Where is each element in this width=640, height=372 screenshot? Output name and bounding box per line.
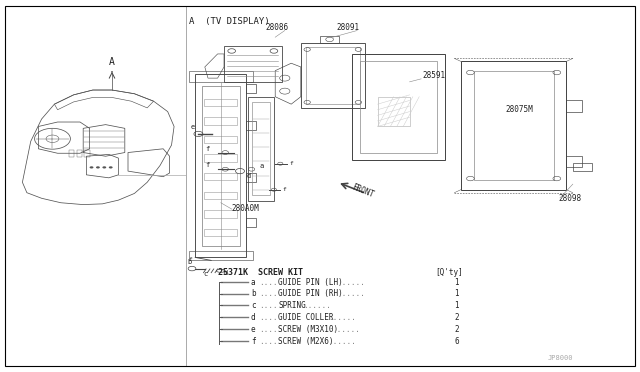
Bar xyxy=(204,99,237,106)
Bar xyxy=(84,150,90,157)
Bar xyxy=(378,97,410,126)
Bar xyxy=(301,43,365,108)
Text: [Q'ty]: [Q'ty] xyxy=(435,268,463,277)
Text: 280A0M: 280A0M xyxy=(232,204,259,213)
Bar xyxy=(189,251,253,260)
Bar xyxy=(566,156,582,167)
Text: d: d xyxy=(246,173,251,179)
Text: 2: 2 xyxy=(454,325,459,334)
Bar xyxy=(204,192,237,199)
Text: 2: 2 xyxy=(454,313,459,322)
Text: JP8000: JP8000 xyxy=(547,355,573,361)
Text: 28086: 28086 xyxy=(266,23,289,32)
Bar xyxy=(252,102,270,195)
Text: a: a xyxy=(259,163,264,169)
Text: ......: ...... xyxy=(337,289,364,298)
Bar xyxy=(360,61,437,153)
Text: c: c xyxy=(204,271,208,277)
Text: 28098: 28098 xyxy=(559,194,582,203)
Bar xyxy=(246,173,256,182)
Bar xyxy=(352,54,445,160)
Text: 25371K  SCREW KIT: 25371K SCREW KIT xyxy=(218,268,303,277)
Bar xyxy=(306,46,360,104)
Text: 1: 1 xyxy=(454,278,459,286)
Text: ....: .... xyxy=(259,289,278,298)
Bar xyxy=(204,173,237,180)
Bar xyxy=(202,86,240,246)
Circle shape xyxy=(96,166,100,169)
Text: GUIDE PIN (RH): GUIDE PIN (RH) xyxy=(278,289,343,298)
Text: ......: ...... xyxy=(328,313,356,322)
Text: b: b xyxy=(251,289,255,298)
Bar xyxy=(461,61,566,190)
Bar xyxy=(566,100,582,112)
Text: SCREW (M3X10): SCREW (M3X10) xyxy=(278,325,339,334)
Bar xyxy=(204,210,237,218)
Text: f: f xyxy=(189,257,193,262)
Text: FRONT: FRONT xyxy=(351,183,376,200)
Text: 28591: 28591 xyxy=(422,71,445,80)
Bar xyxy=(320,36,339,43)
Circle shape xyxy=(102,166,106,169)
Text: ....: .... xyxy=(259,301,278,310)
Bar xyxy=(224,46,282,82)
Text: 1: 1 xyxy=(454,301,459,310)
Bar xyxy=(189,71,253,82)
Text: f: f xyxy=(205,163,209,169)
Text: e: e xyxy=(251,325,255,334)
Text: GUIDE COLLER: GUIDE COLLER xyxy=(278,313,334,322)
Text: b: b xyxy=(188,259,192,265)
Bar xyxy=(204,117,237,125)
Text: ......: ...... xyxy=(328,337,356,346)
Text: ......: ...... xyxy=(337,278,364,286)
Text: a: a xyxy=(251,278,255,286)
Text: ....: .... xyxy=(259,278,278,286)
Text: f: f xyxy=(283,187,287,192)
Bar xyxy=(195,74,246,257)
Circle shape xyxy=(90,166,93,169)
Text: ......: ...... xyxy=(333,325,360,334)
Text: d: d xyxy=(224,270,228,276)
Text: A: A xyxy=(109,57,115,67)
Text: ....: .... xyxy=(259,313,278,322)
Bar xyxy=(573,163,592,171)
Bar xyxy=(248,97,274,201)
Text: f: f xyxy=(289,161,293,166)
Bar xyxy=(204,136,237,143)
Text: f: f xyxy=(251,337,255,346)
Text: 6: 6 xyxy=(454,337,459,346)
Bar xyxy=(474,71,554,180)
Text: GUIDE PIN (LH): GUIDE PIN (LH) xyxy=(278,278,343,286)
Text: ....: .... xyxy=(259,337,278,346)
Bar xyxy=(204,229,237,236)
Bar xyxy=(246,121,256,130)
Text: c: c xyxy=(251,301,255,310)
Text: ......: ...... xyxy=(303,301,331,310)
Bar xyxy=(246,84,256,93)
Bar xyxy=(246,218,256,227)
Text: e: e xyxy=(191,125,195,131)
Text: 28091: 28091 xyxy=(336,23,359,32)
Text: f: f xyxy=(205,146,209,152)
Text: A  (TV DISPLAY): A (TV DISPLAY) xyxy=(189,17,269,26)
Text: 28075M: 28075M xyxy=(506,105,533,113)
Text: 1: 1 xyxy=(454,289,459,298)
Bar xyxy=(77,150,82,157)
Text: ....: .... xyxy=(259,325,278,334)
Bar xyxy=(204,154,237,162)
Circle shape xyxy=(109,166,113,169)
Bar xyxy=(69,150,74,157)
Text: SPRING: SPRING xyxy=(278,301,306,310)
Text: d: d xyxy=(251,313,255,322)
Text: SCREW (M2X6): SCREW (M2X6) xyxy=(278,337,334,346)
